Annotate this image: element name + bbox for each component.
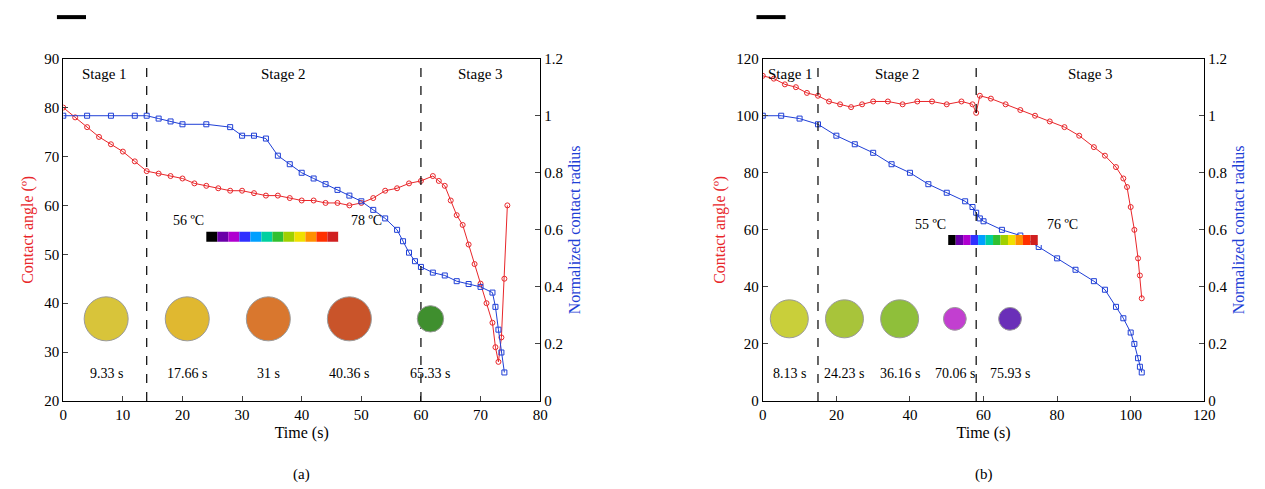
svg-text:100: 100 [736, 108, 759, 124]
svg-text:0.6: 0.6 [544, 222, 563, 238]
svg-text:1.2: 1.2 [544, 51, 563, 67]
svg-text:0.6: 0.6 [1208, 222, 1227, 238]
svg-text:40: 40 [44, 295, 59, 311]
svg-text:60: 60 [976, 407, 991, 423]
svg-text:20: 20 [175, 407, 190, 423]
svg-text:55 ºC: 55 ºC [915, 217, 946, 232]
svg-text:8.13 s: 8.13 s [773, 366, 806, 381]
svg-text:Stage 3: Stage 3 [458, 66, 503, 82]
svg-text:1: 1 [1208, 108, 1216, 124]
svg-text:0.2: 0.2 [544, 336, 563, 352]
svg-text:10: 10 [115, 407, 130, 423]
svg-text:56 ºC: 56 ºC [173, 213, 204, 228]
svg-text:80: 80 [1050, 407, 1065, 423]
svg-text:Stage 1: Stage 1 [768, 66, 813, 82]
svg-text:30: 30 [235, 407, 250, 423]
svg-text:30: 30 [44, 344, 59, 360]
svg-text:50: 50 [354, 407, 369, 423]
svg-text:0.2: 0.2 [1208, 336, 1227, 352]
svg-text:40: 40 [902, 407, 917, 423]
svg-text:Contact angle (º): Contact angle (º) [711, 176, 729, 284]
svg-text:0.4: 0.4 [544, 279, 563, 295]
svg-text:90: 90 [44, 51, 59, 67]
svg-text:24.23 s: 24.23 s [824, 366, 864, 381]
svg-text:60: 60 [744, 222, 759, 238]
svg-text:0.8: 0.8 [1208, 165, 1227, 181]
svg-text:0: 0 [1208, 393, 1216, 409]
svg-text:0.8: 0.8 [544, 165, 563, 181]
svg-text:Normalized contact radius: Normalized contact radius [566, 145, 583, 314]
svg-text:Stage 2: Stage 2 [875, 66, 920, 82]
svg-text:0: 0 [60, 407, 68, 423]
svg-text:(a): (a) [293, 466, 310, 483]
svg-text:Stage 2: Stage 2 [261, 66, 306, 82]
svg-text:60: 60 [413, 407, 428, 423]
svg-text:70.06 s: 70.06 s [935, 366, 975, 381]
svg-text:70: 70 [473, 407, 488, 423]
svg-text:50: 50 [44, 247, 59, 263]
svg-text:Stage 1: Stage 1 [82, 66, 127, 82]
svg-text:80: 80 [44, 100, 59, 116]
svg-text:40: 40 [294, 407, 309, 423]
svg-text:Contact angle (º): Contact angle (º) [19, 176, 37, 284]
svg-text:80: 80 [744, 165, 759, 181]
svg-text:Stage 3: Stage 3 [1068, 66, 1113, 82]
svg-text:17.66 s: 17.66 s [167, 366, 207, 381]
svg-text:40.36 s: 40.36 s [329, 366, 369, 381]
svg-text:120: 120 [1193, 407, 1216, 423]
svg-text:9.33 s: 9.33 s [90, 366, 123, 381]
svg-text:Normalized contact radius: Normalized contact radius [1230, 145, 1247, 314]
svg-text:76 ºC: 76 ºC [1047, 217, 1078, 232]
svg-text:20: 20 [44, 393, 59, 409]
svg-text:75.93 s: 75.93 s [990, 366, 1030, 381]
svg-text:78 ºC: 78 ºC [351, 213, 382, 228]
svg-text:65.33 s: 65.33 s [410, 366, 450, 381]
svg-text:0.4: 0.4 [1208, 279, 1227, 295]
svg-text:Time (s): Time (s) [275, 424, 329, 442]
svg-text:40: 40 [744, 279, 759, 295]
svg-text:(b): (b) [975, 466, 993, 483]
svg-text:70: 70 [44, 149, 59, 165]
svg-text:1: 1 [544, 108, 552, 124]
svg-text:60: 60 [44, 198, 59, 214]
svg-text:100: 100 [1119, 407, 1142, 423]
svg-text:0: 0 [759, 407, 767, 423]
svg-text:80: 80 [533, 407, 548, 423]
svg-text:31 s: 31 s [257, 366, 280, 381]
svg-text:20: 20 [829, 407, 844, 423]
svg-text:Time (s): Time (s) [956, 424, 1010, 442]
svg-text:0: 0 [751, 393, 759, 409]
svg-text:120: 120 [736, 51, 759, 67]
svg-text:20: 20 [744, 336, 759, 352]
svg-text:36.16 s: 36.16 s [880, 366, 920, 381]
svg-text:1.2: 1.2 [1208, 51, 1227, 67]
svg-text:0: 0 [544, 393, 552, 409]
